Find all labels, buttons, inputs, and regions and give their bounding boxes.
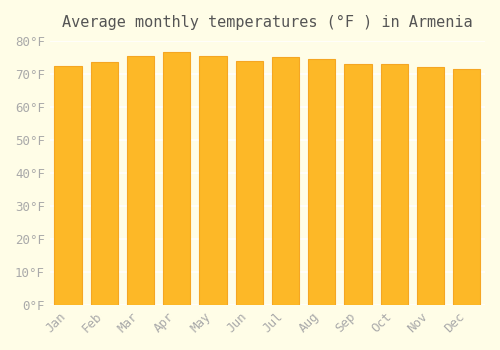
Bar <box>454 69 480 305</box>
Title: Average monthly temperatures (°F ) in Armenia: Average monthly temperatures (°F ) in Ar… <box>62 15 472 30</box>
Bar <box>272 57 299 305</box>
Bar <box>54 66 82 305</box>
Bar <box>127 56 154 305</box>
Bar <box>417 67 444 305</box>
Bar <box>344 64 372 305</box>
Bar <box>380 64 408 305</box>
Bar <box>308 59 336 305</box>
Bar <box>163 52 190 305</box>
Bar <box>236 61 263 305</box>
Bar <box>200 56 226 305</box>
Bar <box>90 62 118 305</box>
